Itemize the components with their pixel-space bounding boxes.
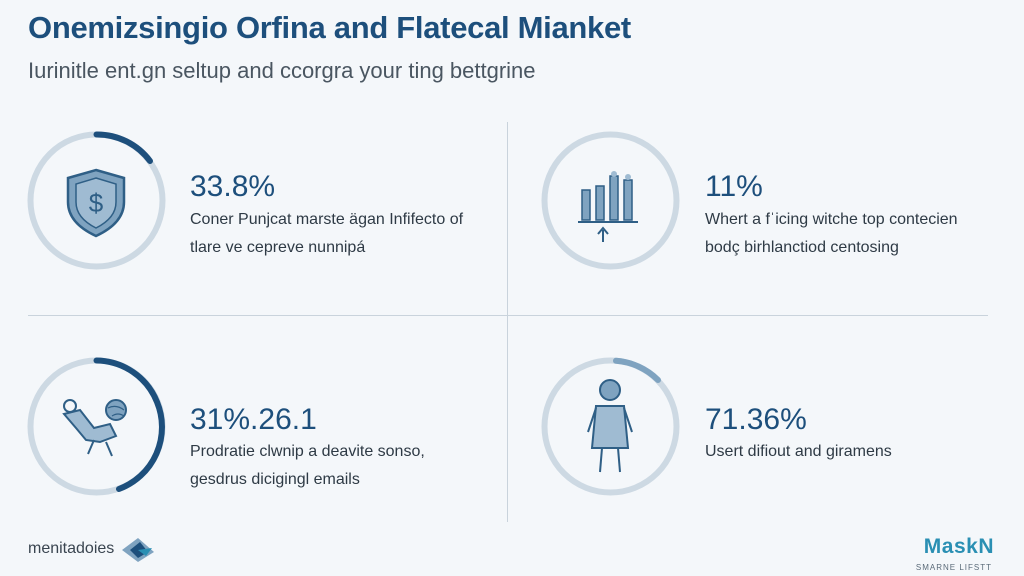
horizontal-divider <box>28 315 988 316</box>
stat-ring-2 <box>538 128 683 273</box>
person-icon <box>587 379 633 473</box>
stat-ring-3 <box>24 354 169 499</box>
page-subtitle: Iurinitle ent.gn seltup and ccorgra your… <box>28 58 536 83</box>
bird-logo-icon <box>118 530 158 570</box>
stat-value-2: 11% <box>705 170 763 203</box>
reclining-person-globe-icon <box>62 399 127 457</box>
bar-chart-growth-icon <box>578 171 638 242</box>
stat-description-3: Prodratie clwnip a deavite sonso, gesdru… <box>190 443 425 488</box>
footer-right-tagline: SMARNE LIFSTT <box>915 563 992 572</box>
stat-ring-4 <box>538 354 683 499</box>
stat-description-1: Coner Punjcat marste ägan Infifecto of t… <box>190 211 464 256</box>
stat-value-3: 31%.26.1 <box>190 403 317 436</box>
stat-description-4: Usert difiout and giramens <box>705 443 892 460</box>
vertical-divider <box>507 122 508 522</box>
footer-right-brand: MaskN <box>923 535 994 558</box>
svg-text:$: $ <box>89 188 104 218</box>
page-title: Onemizsingio Orfina and Flatecal Mianket <box>28 10 631 45</box>
stat-value-1: 33.8% <box>190 170 276 203</box>
shield-dollar-icon: $ <box>66 168 126 238</box>
stat-description-2: Whert a fˈicing witche top contecien bod… <box>705 211 958 256</box>
stat-value-4: 71.36% <box>705 403 807 436</box>
stat-ring-1: $ <box>24 128 169 273</box>
footer-left-brand: menitadoies <box>28 540 115 557</box>
